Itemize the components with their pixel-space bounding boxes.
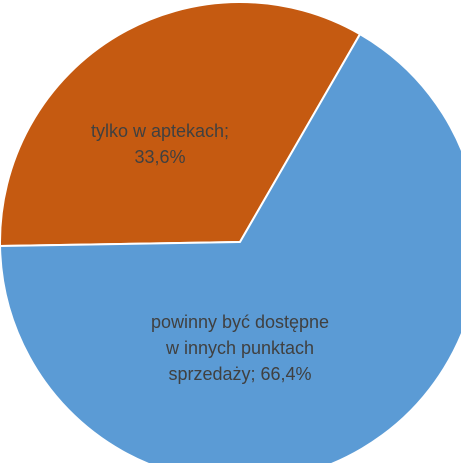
pie-slice-0 [0,0,361,248]
slice-label-0: tylko w aptekach; 33,6% [91,121,229,167]
slice-label-1: powinny być dostępne w innych punktach spr… [151,312,329,384]
slice-label-1-line-0: powinny być dostępne [151,312,329,332]
slice-label-1-line-2: sprzedaży; 66,4% [168,364,311,384]
slice-label-0-line-1: 33,6% [134,147,185,167]
slice-label-1-line-1: w innych punktach [165,338,314,358]
slice-label-0-line-0: tylko w aptekach; [91,121,229,141]
pie-slice-1 [0,33,461,463]
